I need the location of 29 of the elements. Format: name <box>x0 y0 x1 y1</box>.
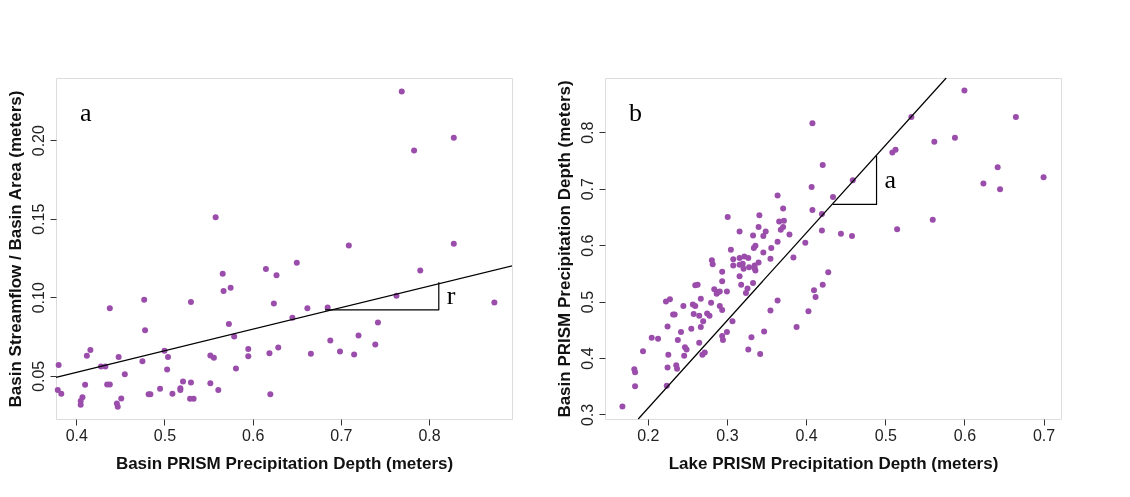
annotation: a <box>884 165 897 195</box>
x-tick-label: 0.7 <box>1032 426 1056 444</box>
x-tick-label: 0.5 <box>874 426 897 444</box>
x-tick-label: 0.4 <box>795 426 818 444</box>
x-axis-title: Basin PRISM Precipitation Depth (meters) <box>115 453 454 473</box>
x-tick-label: 0.6 <box>242 426 265 444</box>
x-tick-label: 0.3 <box>716 426 739 444</box>
x-tick-label: 0.4 <box>65 426 89 444</box>
y-tick-label: 0.15 <box>29 203 47 235</box>
y-tick-label: 0.3 <box>578 403 596 427</box>
y-axis-title: Basin PRISM Precipitation Depth (meters) <box>554 80 574 418</box>
x-tick-label: 0.7 <box>330 426 353 444</box>
y-tick-label: 0.5 <box>578 290 596 314</box>
annotation: r <box>446 281 456 311</box>
y-tick-label: 0.20 <box>29 125 47 157</box>
y-tick-label: 0.6 <box>578 234 596 257</box>
y-tick-label: 0.7 <box>578 177 596 201</box>
y-axis-title: Basin Streamflow / Basin Area (meters) <box>5 90 25 408</box>
y-tick-label: 0.8 <box>578 121 596 144</box>
x-tick-label: 0.8 <box>418 426 441 444</box>
y-tick-label: 0.10 <box>29 282 47 314</box>
x-tick-label: 0.2 <box>637 426 660 444</box>
annotation: a <box>80 98 92 127</box>
y-tick-label: 0.4 <box>578 347 596 370</box>
annotation: b <box>629 98 642 127</box>
x-axis-title: Lake PRISM Precipitation Depth (meters) <box>668 453 999 473</box>
x-tick-label: 0.6 <box>953 426 977 444</box>
x-tick-label: 0.5 <box>153 426 177 444</box>
y-tick-label: 0.05 <box>29 360 47 392</box>
